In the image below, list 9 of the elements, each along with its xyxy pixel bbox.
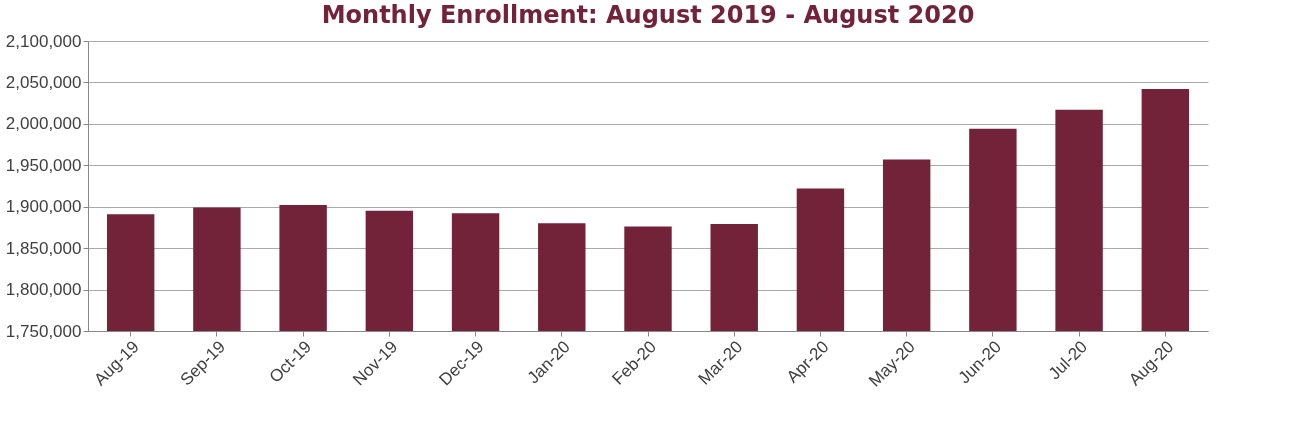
y-tick-label: 2,050,000 — [5, 72, 82, 92]
chart-title: Monthly Enrollment: August 2019 - August 2020 — [321, 1, 975, 29]
y-tick-label: 1,750,000 — [5, 321, 82, 341]
y-tick-label: 2,100,000 — [5, 31, 82, 51]
y-tick-label: 1,800,000 — [5, 280, 82, 300]
y-tick-label: 1,950,000 — [5, 155, 82, 175]
y-tick-label: 1,850,000 — [5, 238, 82, 258]
y-tick-label: 1,900,000 — [5, 197, 82, 217]
y-tick-label: 2,000,000 — [5, 114, 82, 134]
